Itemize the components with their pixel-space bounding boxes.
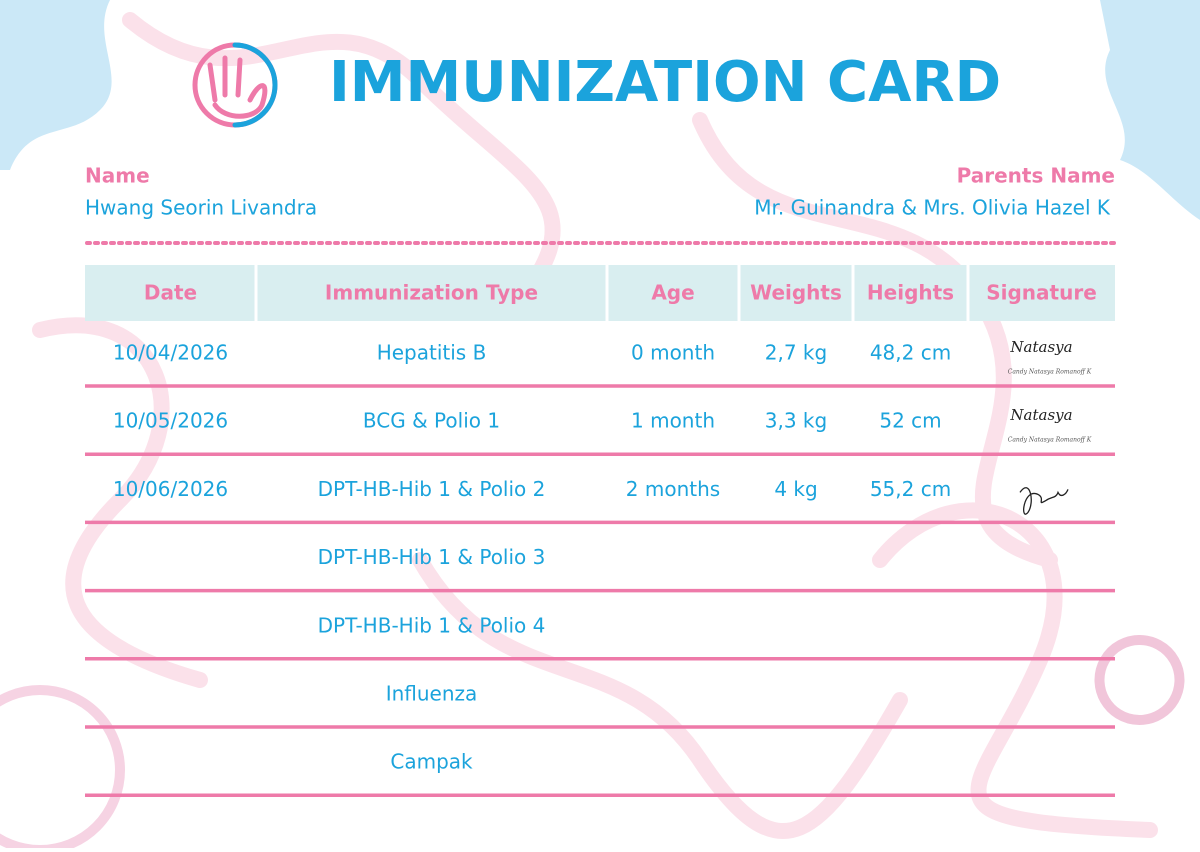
cell-type: Hepatitis B [377, 341, 487, 365]
parents: Mr. Guinandra & Mrs. Olivia Hazel K [754, 196, 1111, 220]
cell-age: 0 month [631, 341, 715, 365]
cell-age: 1 month [631, 409, 715, 433]
background-blobs [0, 0, 1200, 220]
cell-height: 52 cm [879, 409, 941, 433]
signature: Natasya [1009, 338, 1072, 356]
signature-caption: Candy Natasya Romanoff K [1008, 437, 1092, 444]
cell-weight: 3,3 kg [765, 409, 827, 433]
column-header: Age [651, 281, 694, 305]
cell-type: DPT-HB-Hib 1 & Polio 4 [318, 613, 546, 637]
parents-label: Parents Name [957, 164, 1115, 188]
cell-weight: 2,7 kg [765, 341, 827, 365]
background-decoration [0, 12, 1185, 852]
cell-height: 48,2 cm [870, 341, 951, 365]
cell-date: 10/04/2026 [113, 341, 228, 365]
cell-type: Campak [390, 750, 473, 774]
logo [192, 42, 278, 128]
cell-type: DPT-HB-Hib 1 & Polio 3 [318, 545, 546, 569]
signature-scribble [1019, 487, 1069, 515]
cell-date: 10/05/2026 [113, 409, 228, 433]
cell-height: 55,2 cm [870, 477, 951, 501]
cell-weight: 4 kg [774, 477, 817, 501]
title: IMMUNIZATION CARD [329, 50, 1001, 115]
column-header: Immunization Type [325, 281, 538, 305]
name-label: Name [85, 164, 150, 188]
cell-type: DPT-HB-Hib 1 & Polio 2 [318, 477, 546, 501]
signature: Natasya [1009, 406, 1072, 424]
column-header: Heights [867, 281, 954, 305]
signature-caption: Candy Natasya Romanoff K [1008, 369, 1092, 376]
name: Hwang Seorin Livandra [85, 196, 317, 220]
cell-type: BCG & Polio 1 [363, 409, 500, 433]
column-header: Date [144, 281, 197, 305]
cell-age: 2 months [626, 477, 720, 501]
header-row [85, 265, 1115, 321]
cell-type: Influenza [386, 682, 478, 706]
cell-date: 10/06/2026 [113, 477, 228, 501]
column-header: Signature [986, 281, 1097, 305]
column-header: Weights [750, 281, 842, 305]
